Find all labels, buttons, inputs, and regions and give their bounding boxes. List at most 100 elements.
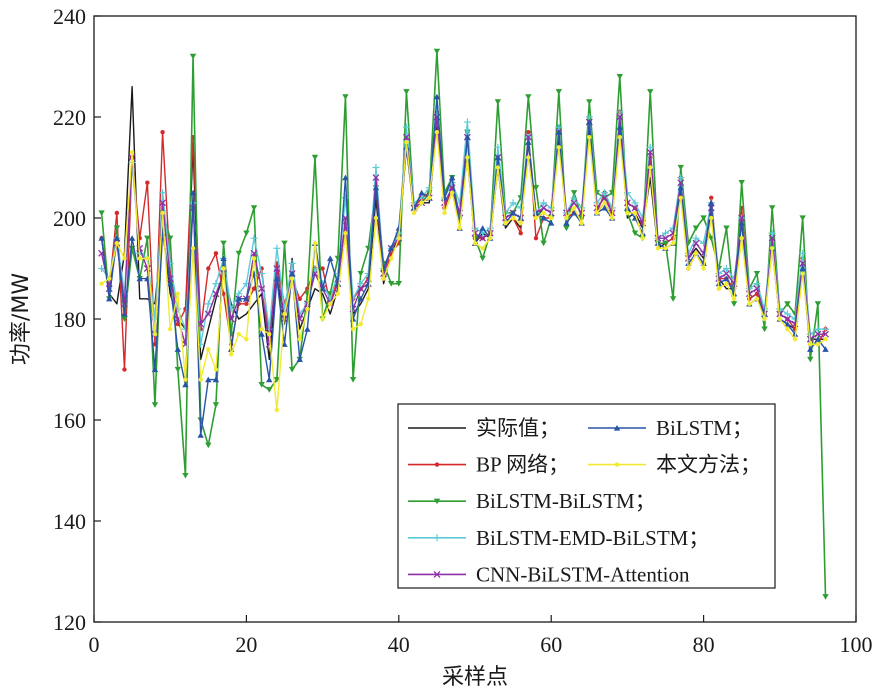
legend-marker bbox=[613, 425, 621, 431]
series-6-point bbox=[800, 271, 805, 276]
series-4-point bbox=[783, 315, 791, 323]
series-4-point bbox=[616, 113, 624, 121]
y-tick-label: 240 bbox=[53, 4, 86, 29]
series-1-point bbox=[221, 291, 226, 296]
series-5-point bbox=[814, 336, 822, 342]
series-6-point bbox=[526, 155, 531, 160]
series-5-point bbox=[296, 356, 303, 362]
series-5-point bbox=[563, 220, 570, 226]
series-4 bbox=[98, 113, 829, 348]
series-2-point bbox=[525, 94, 532, 100]
series-6-point bbox=[373, 215, 379, 221]
series-4-point bbox=[799, 259, 807, 267]
series-4-point bbox=[578, 209, 586, 217]
series-1-point bbox=[244, 301, 249, 307]
series-5-point bbox=[212, 376, 220, 383]
series-2-point bbox=[220, 240, 227, 247]
series-4-point bbox=[372, 174, 380, 182]
series-2-point bbox=[167, 235, 174, 242]
series-2-point bbox=[189, 53, 197, 60]
series-6-point bbox=[465, 155, 470, 160]
series-2-point bbox=[349, 377, 357, 383]
series-3-point bbox=[753, 280, 761, 288]
series-6-point bbox=[686, 266, 691, 271]
series-6-point bbox=[396, 236, 401, 241]
series-6-point bbox=[777, 316, 782, 322]
series-3-point bbox=[494, 143, 502, 151]
series-5-point bbox=[525, 139, 532, 145]
series-2-point bbox=[433, 48, 441, 55]
x-tick-label: 40 bbox=[388, 632, 410, 657]
series-4-point bbox=[822, 330, 829, 338]
series-6-point bbox=[129, 150, 135, 155]
series-5-point bbox=[189, 189, 197, 196]
series-4-point bbox=[166, 275, 174, 283]
series-5-point bbox=[106, 295, 113, 302]
series-6-point bbox=[503, 220, 508, 226]
series-2-point bbox=[212, 402, 220, 408]
series-2-point bbox=[540, 240, 547, 247]
series-6-point bbox=[617, 135, 622, 140]
series-6-point bbox=[335, 291, 341, 296]
series-5-point bbox=[708, 199, 715, 206]
series-2-point bbox=[662, 240, 669, 247]
series-2-point bbox=[532, 185, 540, 191]
series-6-point bbox=[754, 296, 760, 301]
series-5-point bbox=[235, 295, 242, 302]
series-6-point bbox=[114, 241, 120, 246]
series-6-point bbox=[792, 337, 798, 342]
series-2-point bbox=[243, 230, 250, 237]
series-4-point bbox=[402, 133, 410, 141]
series-6-point bbox=[404, 140, 409, 145]
series-6-point bbox=[587, 135, 592, 140]
series-1-point bbox=[213, 251, 219, 256]
series-6-point bbox=[701, 266, 706, 271]
series-5-point bbox=[395, 225, 402, 231]
series-1-point bbox=[709, 195, 714, 200]
series-2-point bbox=[700, 215, 707, 221]
series-4-point bbox=[540, 204, 548, 212]
series-2-point bbox=[258, 382, 265, 388]
series-4-point bbox=[143, 265, 151, 272]
series-6-point bbox=[663, 246, 668, 251]
series-6-point bbox=[518, 220, 523, 226]
series-4-point bbox=[159, 199, 167, 207]
series-6-point bbox=[213, 367, 219, 372]
series-4-point bbox=[631, 204, 639, 212]
series-5-point bbox=[677, 184, 684, 191]
series-2-point bbox=[799, 215, 806, 221]
series-6-point bbox=[579, 220, 584, 226]
series-2-point bbox=[570, 190, 578, 196]
series-2-point bbox=[464, 129, 471, 136]
series-4-point bbox=[258, 285, 266, 293]
series-3-point bbox=[616, 108, 624, 116]
series-4-point bbox=[570, 199, 578, 207]
series-6-point bbox=[739, 236, 744, 241]
series-6-point bbox=[411, 210, 417, 216]
series-3-point bbox=[799, 249, 807, 257]
series-6-point bbox=[533, 215, 539, 221]
series-5-point bbox=[418, 189, 425, 196]
series-6-point bbox=[640, 236, 645, 241]
series-6-point bbox=[289, 276, 295, 281]
series-5-point bbox=[433, 93, 441, 100]
series-2-point bbox=[113, 225, 121, 232]
series-6-point bbox=[381, 276, 386, 281]
legend-marker bbox=[433, 534, 441, 542]
series-5-point bbox=[723, 275, 730, 282]
series-6-point bbox=[457, 225, 462, 231]
y-tick-label: 120 bbox=[53, 610, 86, 635]
series-5-point bbox=[494, 154, 502, 160]
series-3-point bbox=[692, 234, 700, 242]
series-1-point bbox=[533, 236, 539, 241]
series-3-point bbox=[822, 325, 830, 333]
series-2-point bbox=[174, 366, 182, 373]
series-6-point bbox=[693, 251, 699, 256]
series-6-point bbox=[449, 190, 455, 195]
series-5-point bbox=[586, 119, 593, 125]
series-6-point bbox=[564, 215, 569, 221]
series-3-point bbox=[463, 118, 471, 126]
series-2-point bbox=[357, 270, 364, 277]
series-6-point bbox=[198, 377, 203, 382]
